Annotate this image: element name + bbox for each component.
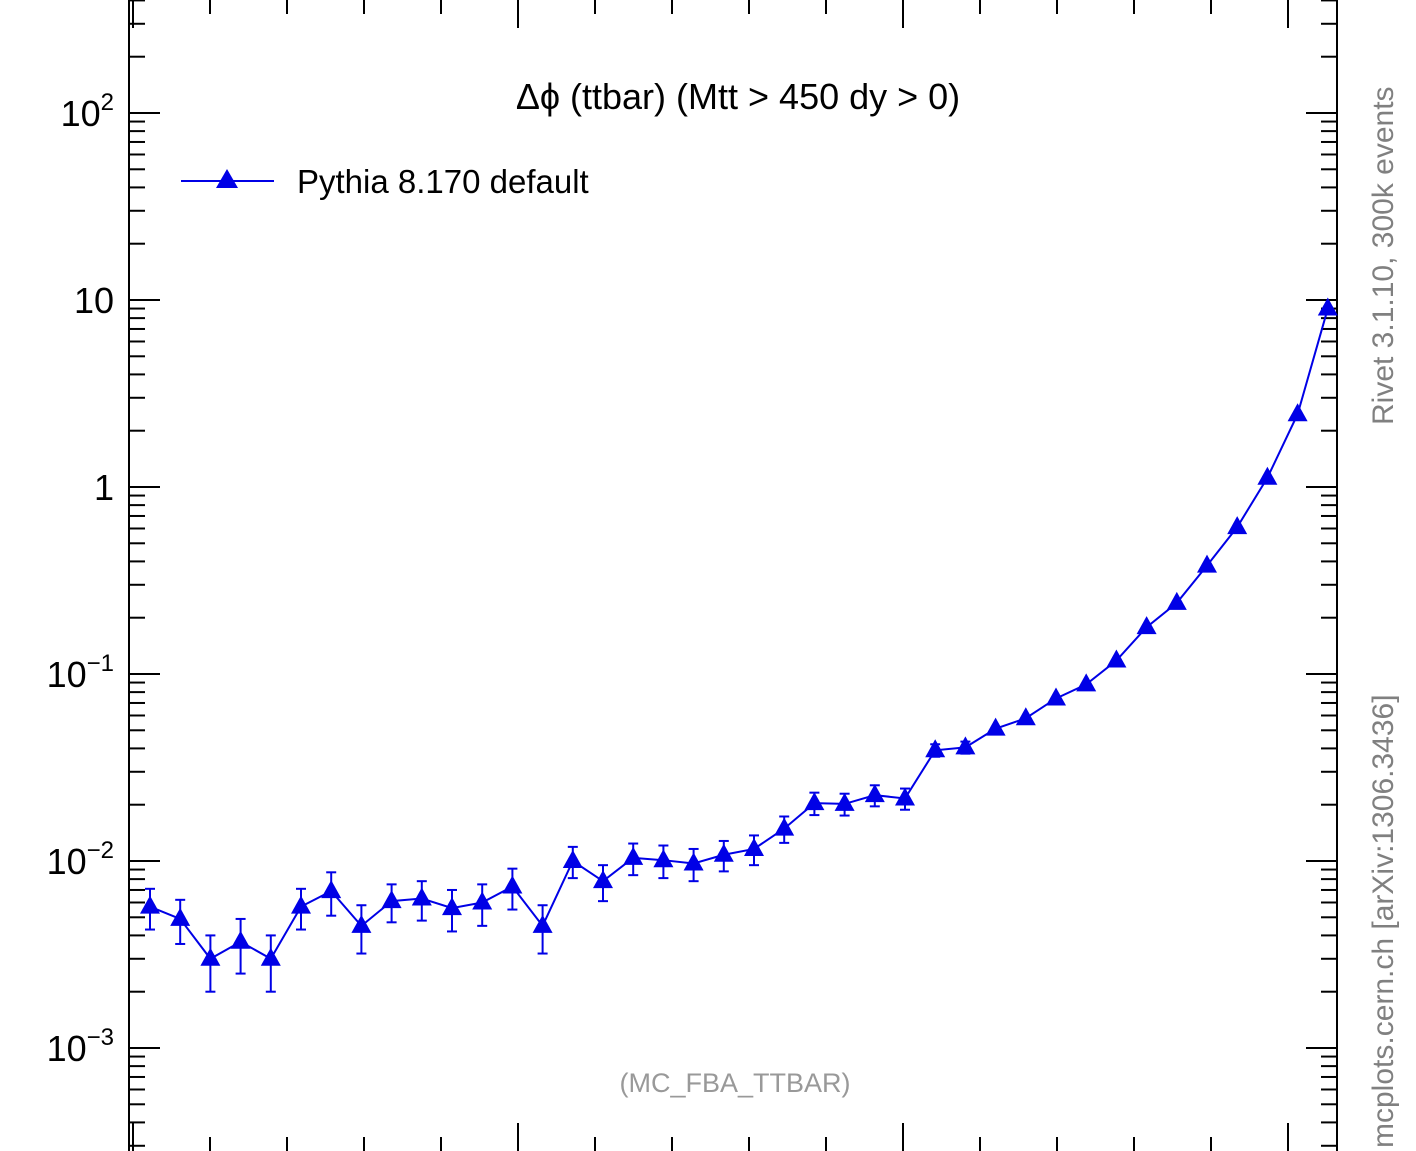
data-point (1106, 649, 1127, 668)
data-point (1166, 591, 1187, 610)
source-label: (MC_FBA_TTBAR) (619, 1068, 850, 1098)
data-point (744, 837, 764, 856)
data-point (925, 739, 946, 758)
data-point (683, 852, 704, 871)
x-axis-ticks (132, 0, 1289, 1151)
plot-frame (128, 0, 1338, 1151)
data-point (955, 736, 976, 755)
data-point (1317, 297, 1338, 316)
data-point (411, 887, 432, 906)
mcplots-label: mcplots.cern.ch [arXiv:1306.3436] (1367, 694, 1400, 1148)
y-axis-tick-labels: 102 10 1 10−1 10−2 10−3 (47, 89, 114, 1069)
y-axis-ticks (129, 0, 1337, 1147)
y-tick-label: 10−1 (47, 650, 114, 695)
data-point (1136, 616, 1157, 635)
data-point (260, 947, 281, 966)
data-point (442, 897, 462, 916)
y-tick-label: 10−2 (47, 837, 114, 882)
data-point (593, 870, 613, 889)
data-point (804, 792, 825, 811)
data-point (170, 907, 191, 926)
legend-label: Pythia 8.170 default (297, 163, 589, 200)
data-point (985, 717, 1006, 736)
data-point (532, 914, 553, 933)
data-point (1257, 466, 1278, 485)
data-point (1076, 673, 1097, 692)
y-tick-label: 1 (94, 467, 114, 508)
data-point (321, 880, 342, 899)
data-point (864, 784, 885, 803)
data-point (1046, 687, 1066, 706)
data-point (895, 787, 915, 806)
data-point (653, 849, 674, 868)
data-point (351, 914, 372, 933)
legend-marker (216, 169, 238, 188)
data-point (381, 890, 402, 909)
data-point (562, 850, 583, 868)
data-point (1015, 707, 1036, 726)
data-point (291, 895, 311, 914)
data-point (472, 891, 493, 910)
data-point (1197, 554, 1217, 573)
data-point (1287, 403, 1308, 422)
legend: Pythia 8.170 default (181, 163, 589, 200)
data-point (713, 843, 734, 862)
data-point (623, 846, 644, 865)
series-line (149, 308, 1329, 961)
chart-title: Δϕ (ttbar) (Mtt > 450 dy > 0) (516, 76, 960, 117)
series-pythia (140, 297, 1338, 993)
data-point (200, 947, 221, 966)
data-point (502, 875, 523, 894)
data-point (140, 895, 160, 914)
data-point (774, 817, 795, 836)
y-tick-label: 102 (61, 89, 114, 134)
rivet-label: Rivet 3.1.10, 300k events (1367, 86, 1400, 425)
data-point (834, 792, 855, 811)
data-point (230, 930, 251, 949)
y-tick-label: 10 (74, 280, 114, 321)
y-tick-label: 10−3 (47, 1024, 114, 1069)
data-point (1227, 516, 1248, 535)
